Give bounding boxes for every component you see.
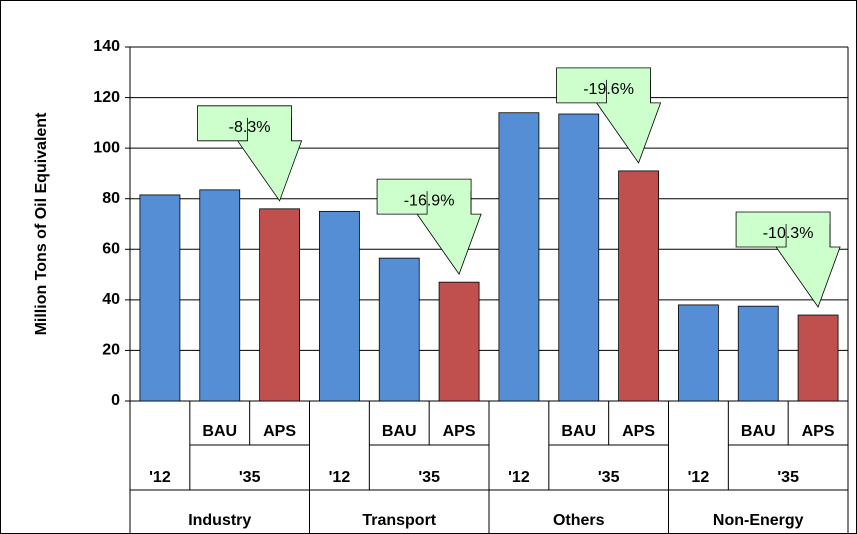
group-label: Transport bbox=[362, 512, 436, 529]
year-label: '12 bbox=[149, 469, 171, 486]
x-tick-label: BAU bbox=[382, 423, 417, 440]
y-axis-label: Million Tons of Oil Equivalent bbox=[33, 112, 50, 335]
bar bbox=[259, 208, 300, 402]
year-label: '35 bbox=[777, 469, 799, 486]
callout-shaft bbox=[247, 117, 292, 141]
x-tick-label: BAU bbox=[741, 423, 776, 440]
x-tick-label: BAU bbox=[202, 423, 237, 440]
annotation: -19.6% bbox=[583, 81, 634, 98]
bar bbox=[498, 112, 540, 402]
year-label: '12 bbox=[329, 469, 351, 486]
y-tick-label: 60 bbox=[102, 241, 120, 258]
bar bbox=[378, 257, 420, 402]
x-tick-label: APS bbox=[263, 423, 296, 440]
x-tick-label: APS bbox=[802, 423, 835, 440]
y-tick-label: 20 bbox=[102, 342, 120, 359]
annotation: -8.3% bbox=[229, 119, 271, 136]
callout-shaft bbox=[606, 79, 651, 103]
y-tick-label: 100 bbox=[93, 139, 120, 156]
y-tick-label: 140 bbox=[93, 38, 120, 55]
callout-shaft bbox=[785, 224, 831, 248]
bar bbox=[797, 314, 839, 402]
bar bbox=[139, 194, 181, 402]
y-tick-label: 40 bbox=[102, 291, 120, 308]
x-tick-label: BAU bbox=[561, 423, 596, 440]
bar bbox=[438, 281, 480, 402]
group-label: Industry bbox=[188, 512, 251, 529]
year-label: '12 bbox=[508, 469, 530, 486]
annotation: -16.9% bbox=[404, 192, 455, 209]
y-tick-label: 80 bbox=[102, 190, 120, 207]
year-label: '35 bbox=[239, 469, 261, 486]
bar bbox=[678, 304, 719, 402]
callout-shaft bbox=[426, 191, 472, 215]
bar bbox=[558, 113, 600, 402]
bar bbox=[319, 210, 360, 402]
x-tick-label: APS bbox=[622, 423, 655, 440]
y-tick-label: 0 bbox=[111, 392, 120, 409]
group-label: Non-Energy bbox=[713, 512, 804, 529]
bar bbox=[618, 170, 659, 402]
bar bbox=[737, 305, 779, 402]
year-label: '12 bbox=[688, 469, 710, 486]
year-label: '35 bbox=[598, 469, 620, 486]
group-label: Others bbox=[553, 512, 605, 529]
annotation: -10.3% bbox=[763, 225, 814, 242]
y-tick-label: 120 bbox=[93, 89, 120, 106]
year-label: '35 bbox=[418, 469, 440, 486]
x-tick-label: APS bbox=[443, 423, 476, 440]
bar bbox=[199, 189, 241, 402]
